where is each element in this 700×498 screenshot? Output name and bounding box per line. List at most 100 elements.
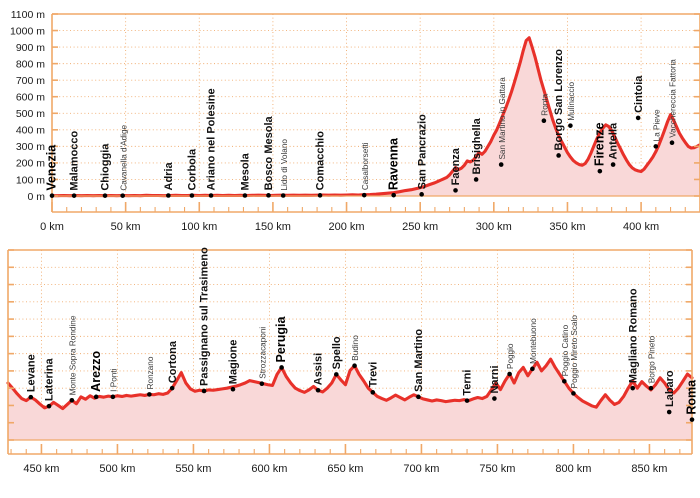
- city-label: Ariano nel Polesine: [206, 88, 218, 190]
- city-marker-dot: [49, 193, 55, 198]
- city-label: Magliano Romano: [627, 288, 639, 383]
- x-axis-tick-label: 200 km: [329, 221, 365, 233]
- city-marker-dot: [370, 390, 376, 395]
- x-axis-tick-label: 750 km: [479, 463, 515, 475]
- city-marker-dot: [498, 162, 504, 167]
- city-label: San Pancrazio: [416, 114, 428, 189]
- city-marker-dot: [46, 403, 52, 409]
- city-marker-dot: [453, 188, 458, 193]
- city-marker-dot: [147, 392, 152, 397]
- city-marker-dot: [334, 372, 339, 377]
- city-marker-dot: [169, 385, 175, 391]
- elevation-profile-line: [50, 36, 700, 198]
- chart-canvas: 0 m 100 m 200 m 300 m 400 m 500 m 600 m 700 m 80…: [10, 9, 700, 233]
- city-marker-dot: [507, 371, 512, 377]
- city-label: Roma: [685, 379, 699, 415]
- y-axis-tick-label: 800 m: [16, 58, 45, 70]
- x-axis-tick-label: 50 km: [111, 221, 141, 233]
- axis-frame: [51, 13, 700, 213]
- city-label: Spello: [331, 336, 343, 369]
- y-axis-tick-label: 200 m: [16, 158, 45, 170]
- elevation-chart-top: 0 m 100 m 200 m 300 m 400 m 500 m 600 m 700 m 80…: [0, 0, 700, 240]
- city-marker-dot: [230, 386, 236, 392]
- city-marker-dot: [610, 162, 616, 167]
- city-label: Poggio: [506, 343, 515, 369]
- city-label: Malamocco: [69, 130, 81, 190]
- city-label: Borgo San Lorenzo: [553, 49, 565, 151]
- city-label: La Pieve: [652, 109, 661, 141]
- x-axis-tick-label: 650 km: [327, 463, 363, 475]
- city-marker-dot: [419, 192, 424, 197]
- city-label: Strozzacaponi: [258, 327, 267, 379]
- city-label: Ronzano: [146, 356, 155, 389]
- city-marker-dot: [666, 409, 672, 415]
- city-marker-dot: [571, 391, 576, 396]
- city-marker-dot: [416, 394, 421, 400]
- city-label: Venezia: [45, 144, 59, 191]
- city-label: Casalborsetti: [361, 142, 370, 190]
- city-label: Bosco Mesola: [263, 115, 275, 190]
- city-label: San Martino in Gattara: [498, 77, 507, 160]
- city-label: Borgo Pineto: [648, 335, 657, 383]
- city-label: Faenza: [450, 147, 462, 185]
- x-axis-tick-label: 350 km: [549, 221, 585, 233]
- x-axis-tick-label: 100 km: [181, 221, 217, 233]
- city-label: Labaro: [664, 370, 676, 407]
- city-label: Laterina: [44, 357, 56, 401]
- city-marker-dot: [361, 192, 367, 198]
- city-marker-dot: [189, 193, 195, 198]
- x-axis-tick-label: 850 km: [631, 463, 667, 475]
- x-axis-tick-label: 0 km: [40, 221, 64, 233]
- city-label: Ronta: [540, 93, 549, 115]
- city-label: Mesola: [240, 152, 252, 190]
- y-axis-tick-label: 1100 m: [11, 9, 45, 21]
- city-label: Poggio Catino: [561, 324, 570, 376]
- city-marker-dot: [279, 365, 284, 370]
- city-marker-dot: [28, 394, 34, 400]
- city-marker-dot: [69, 397, 75, 403]
- y-axis-tick-label: 700 m: [16, 75, 45, 87]
- y-axis-tick-label: 500 m: [16, 108, 45, 120]
- city-marker-dot: [102, 193, 108, 198]
- x-axis-tick-label: 450 km: [23, 463, 59, 475]
- city-label: Antella: [608, 122, 620, 160]
- city-label: Lido di Volano: [280, 139, 289, 191]
- city-marker-dot: [597, 168, 603, 174]
- x-axis-tick-label: 250 km: [402, 221, 438, 233]
- city-label: Arezzo: [89, 350, 103, 391]
- city-label: Ravenna: [386, 137, 400, 190]
- x-axis-tick-label: 600 km: [251, 463, 287, 475]
- city-marker-dot: [259, 381, 265, 386]
- y-axis-tick-label: 300 m: [16, 141, 45, 153]
- city-label: Chioggia: [100, 143, 112, 191]
- city-label: I Ponti: [109, 368, 118, 391]
- y-axis-tick-label: 900 m: [16, 42, 45, 54]
- city-markers: Levane Laterina Monte Sopra Rondine Arezzo I…: [25, 247, 699, 422]
- city-marker-dot: [110, 394, 116, 400]
- city-label: Cortona: [167, 340, 179, 383]
- city-label: Corbola: [187, 148, 199, 190]
- chart-canvas: 450 km 500 km 550 km 600 km 650 km 700 km 750 …: [6, 247, 699, 475]
- city-label: Levane: [25, 354, 37, 392]
- city-label: Brisighella: [471, 117, 483, 174]
- x-axis-tick-label: 550 km: [175, 463, 211, 475]
- city-marker-dot: [208, 193, 214, 198]
- city-marker-dot: [280, 193, 286, 198]
- city-label: Firenze: [592, 122, 606, 166]
- city-marker-dot: [120, 193, 125, 198]
- city-marker-dot: [93, 394, 99, 400]
- axis-frame: [7, 249, 693, 455]
- city-label: Narni: [489, 365, 501, 393]
- city-marker-dot: [71, 193, 77, 198]
- city-markers: Venezia Malamocco Chioggia Cavanella d'Adig…: [45, 49, 678, 198]
- city-marker-dot: [391, 192, 396, 198]
- y-axis-tick-label: 400 m: [16, 125, 45, 137]
- x-axis-tick-label: 150 km: [255, 221, 291, 233]
- city-label: Perugia: [274, 316, 288, 363]
- city-marker-dot: [653, 144, 659, 149]
- x-axis-tick-label: 400 km: [623, 221, 659, 233]
- x-axis-tick-label: 800 km: [555, 463, 591, 475]
- city-label: San Martino: [413, 329, 425, 392]
- city-label: Comacchio: [315, 131, 327, 191]
- city-marker-dot: [473, 177, 479, 182]
